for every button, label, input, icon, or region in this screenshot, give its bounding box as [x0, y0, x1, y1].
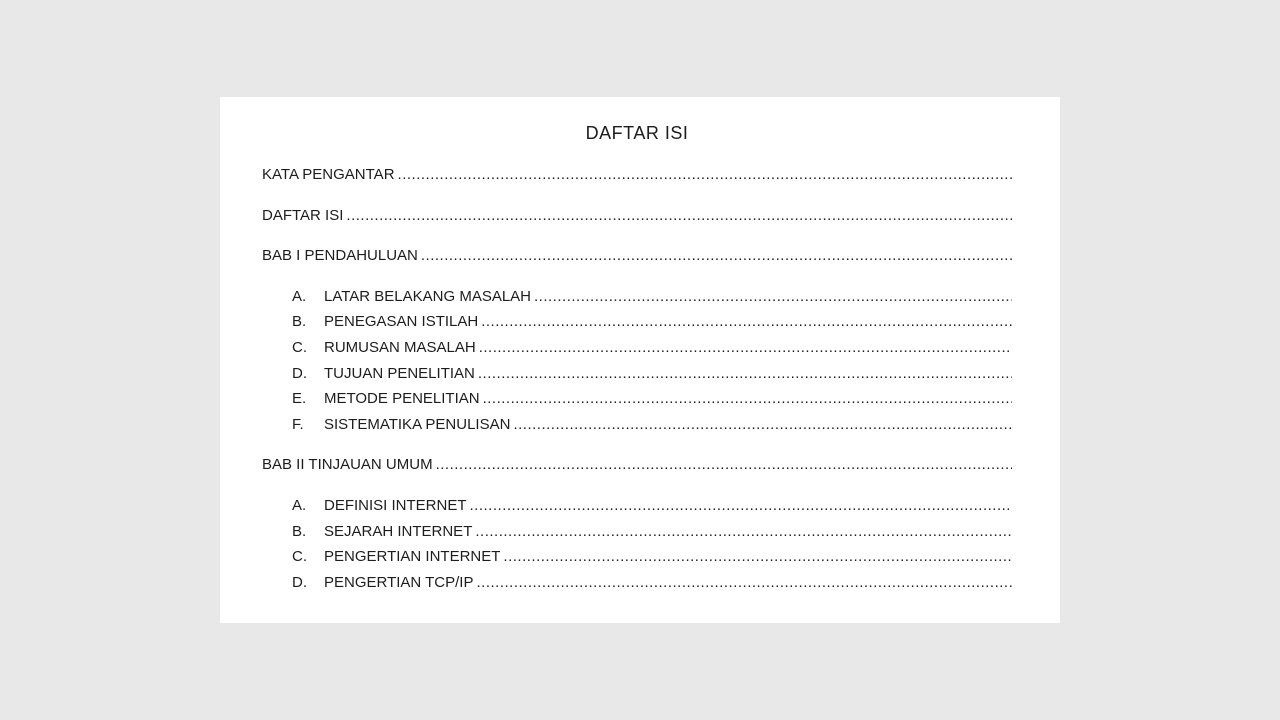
toc-entry: F. SISTEMATIKA PENULISAN ...............… [262, 412, 1012, 438]
toc-entry-label: LATAR BELAKANG MASALAH [324, 287, 532, 305]
toc-entry: B. SEJARAH INTERNET ....................… [262, 519, 1012, 545]
toc-entry-marker: A. [292, 496, 307, 514]
dot-leader: ........................................… [481, 313, 1012, 331]
dot-leader: ........................................… [513, 415, 1012, 433]
dot-leader: ........................................… [475, 522, 1012, 540]
toc-entry: BAB II TINJAUAN UMUM ...................… [262, 452, 1012, 478]
toc-entry-marker: D. [292, 573, 307, 591]
toc-entry: C. RUMUSAN MASALAH .....................… [262, 335, 1012, 361]
toc-entry: A. LATAR BELAKANG MASALAH ..............… [262, 284, 1012, 310]
toc-entry-marker: E. [292, 390, 307, 408]
toc-entry-marker: B. [292, 522, 307, 540]
toc-entry: KATA PENGANTAR .........................… [262, 162, 1012, 188]
toc-entry: D. PENGERTIAN TCP/IP ...................… [262, 570, 1012, 596]
page-title: DAFTAR ISI [585, 123, 689, 143]
toc-entry: A. DEFINISI INTERNET ...................… [262, 493, 1012, 519]
toc-entry-label: BAB I PENDAHULUAN [262, 247, 418, 265]
toc-entry-label: KATA PENGANTAR [262, 166, 395, 183]
dot-leader: ........................................… [534, 287, 1012, 305]
dot-leader: ........................................… [469, 496, 1012, 514]
toc-entry: DAFTAR ISI .............................… [262, 203, 1012, 229]
toc-entry: D. TUJUAN PENELITIAN ...................… [262, 361, 1012, 387]
dot-leader: ........................................… [478, 338, 1012, 356]
toc-list: KATA PENGANTAR .........................… [262, 162, 1012, 595]
toc-entry-label: BAB II TINJAUAN UMUM [262, 456, 433, 474]
toc-entry: B. PENEGASAN ISTILAH ...................… [262, 309, 1012, 335]
dot-leader: ........................................… [346, 206, 1012, 224]
toc-entry-marker: C. [292, 548, 307, 566]
toc-entry-label: PENEGASAN ISTILAH [324, 313, 479, 331]
toc-entry-label: DEFINISI INTERNET [324, 496, 467, 514]
dot-leader: ........................................… [420, 247, 1012, 265]
toc-entry-marker: D. [292, 364, 307, 382]
dot-leader: ........................................… [435, 456, 1012, 474]
dot-leader: ........................................… [476, 573, 1012, 591]
toc-entry-label: TUJUAN PENELITIAN [324, 364, 475, 382]
toc-entry-marker: A. [292, 287, 307, 305]
toc-entry-label: DAFTAR ISI [262, 206, 344, 224]
dot-leader: ........................................… [503, 548, 1012, 566]
toc-entry-marker: B. [292, 313, 307, 331]
toc-entry-label: SISTEMATIKA PENULISAN [324, 415, 511, 433]
toc-entry: BAB I PENDAHULUAN ......................… [262, 243, 1012, 269]
toc-entry-label: SEJARAH INTERNET [324, 522, 473, 540]
document-page: DAFTAR ISI KATA PENGANTAR ..............… [220, 97, 1060, 623]
dot-leader: ........................................… [482, 390, 1012, 408]
dot-leader: ........................................… [477, 364, 1012, 382]
toc-entry-label: RUMUSAN MASALAH [324, 338, 476, 356]
toc-entry-label: METODE PENELITIAN [324, 390, 480, 408]
toc-entry-marker: C. [292, 338, 307, 356]
dot-leader: ........................................… [397, 166, 1012, 183]
toc-entry-label: PENGERTIAN TCP/IP [324, 573, 474, 591]
toc-entry-label: PENGERTIAN INTERNET [324, 548, 501, 566]
toc-entry-marker: F. [292, 415, 304, 433]
toc-entry: E. METODE PENELITIAN ...................… [262, 386, 1012, 412]
toc-entry: C. PENGERTIAN INTERNET .................… [262, 544, 1012, 570]
